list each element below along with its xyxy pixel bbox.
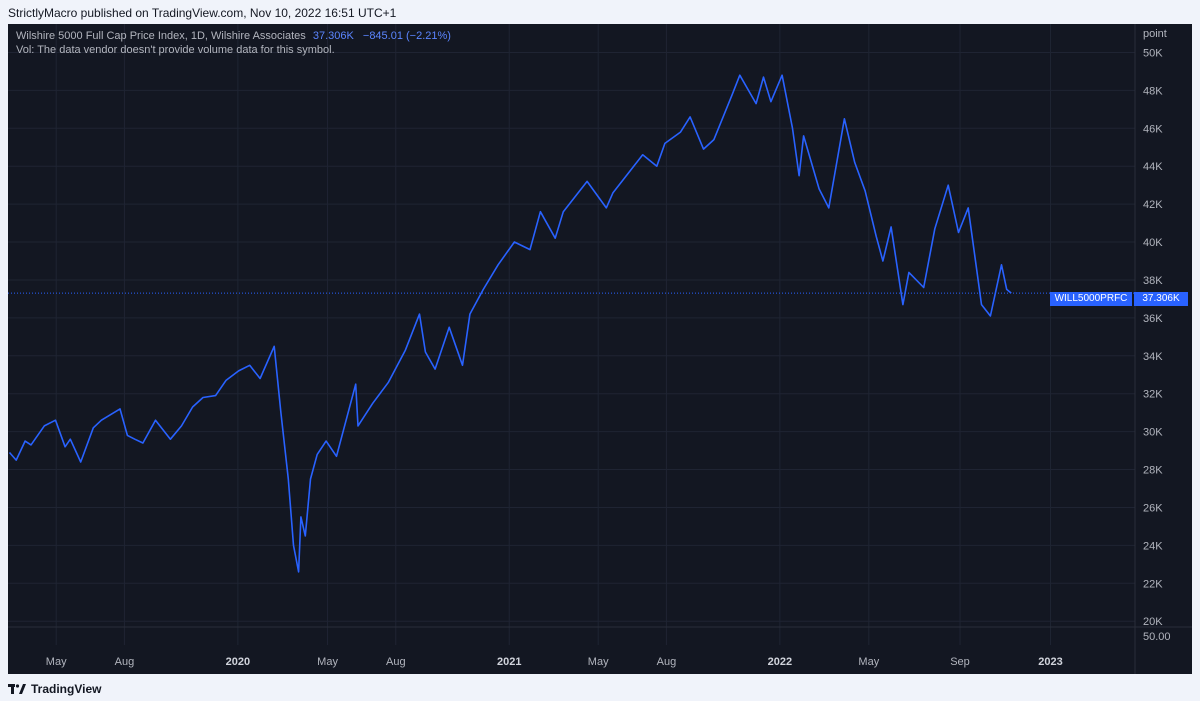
x-tick-label: Aug	[657, 656, 677, 668]
chart-legend: Wilshire 5000 Full Cap Price Index, 1D, …	[16, 29, 451, 44]
y-tick-label: 30K	[1143, 427, 1163, 439]
x-tick-label: 2021	[497, 656, 521, 668]
grid-lines	[8, 24, 1135, 645]
y-tick-label: 50K	[1143, 47, 1163, 59]
x-tick-label: May	[858, 656, 879, 668]
y-tick-label: 24K	[1143, 540, 1163, 552]
x-tick-label: 2022	[768, 656, 792, 668]
symbol-price-tag: WILL5000PRFC	[1050, 292, 1132, 306]
x-tick-label: 2020	[226, 656, 250, 668]
footer: TradingView	[8, 680, 101, 698]
legend-last-value: 37.306K	[312, 30, 354, 42]
time-axis[interactable]: May Aug 2020 May Aug 2021 May Aug 2022 May Sep 2023	[46, 656, 1063, 668]
y-tick-label: 38K	[1143, 275, 1163, 287]
published-caption: StrictlyMacro published on TradingView.c…	[8, 6, 397, 20]
x-tick-label: Sep	[950, 656, 970, 668]
tradingview-brand: TradingView	[31, 682, 102, 696]
x-tick-label: 2023	[1038, 656, 1062, 668]
x-tick-label: May	[317, 656, 338, 668]
x-tick-label: Aug	[386, 656, 406, 668]
y-tick-label: 42K	[1143, 199, 1163, 211]
y-tick-label: 44K	[1143, 161, 1163, 173]
x-tick-label: May	[46, 656, 67, 668]
x-tick-label: May	[588, 656, 609, 668]
price-axis-unit-label: point	[1143, 28, 1167, 40]
last-price-tag: 37.306K	[1134, 292, 1188, 306]
y-tick-label: 22K	[1143, 578, 1163, 590]
chart-panel[interactable]	[8, 24, 1192, 674]
y-tick-label: 32K	[1143, 389, 1163, 401]
volume-pane-label: 50.00	[1143, 631, 1171, 643]
volume-note: Vol: The data vendor doesn't provide vol…	[16, 44, 335, 56]
y-tick-label: 28K	[1143, 465, 1163, 477]
y-tick-label: 36K	[1143, 313, 1163, 325]
y-tick-label: 48K	[1143, 85, 1163, 97]
y-tick-label: 46K	[1143, 123, 1163, 135]
series-line	[8, 74, 1012, 573]
x-tick-label: Aug	[115, 656, 135, 668]
legend-title: Wilshire 5000 Full Cap Price Index, 1D, …	[16, 30, 306, 42]
y-tick-label: 34K	[1143, 351, 1163, 363]
tradingview-logo-icon	[8, 684, 26, 694]
y-tick-label: 40K	[1143, 237, 1163, 249]
legend-change: −845.01 (−2.21%)	[362, 30, 451, 42]
y-tick-label: 20K	[1143, 616, 1163, 628]
y-tick-label: 26K	[1143, 502, 1163, 514]
price-axis[interactable]: 20K 22K 24K 26K 28K 30K 32K 34K 36K 38K 40K 42K 44K 4…	[1143, 47, 1163, 628]
